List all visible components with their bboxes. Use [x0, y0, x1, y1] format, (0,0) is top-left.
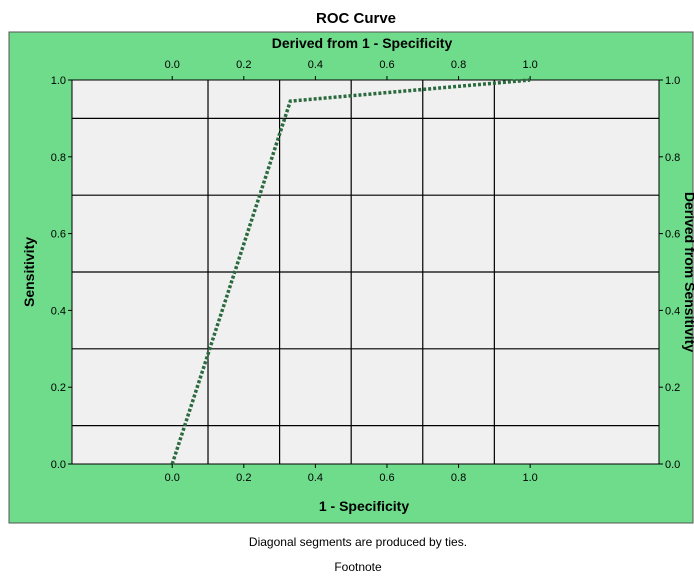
x-tick-label: 1.0: [522, 472, 537, 484]
y-tick-label: 0.6: [51, 229, 66, 241]
roc-curve-line: [170, 78, 531, 465]
x-tick-label: 0.2: [236, 472, 251, 484]
x-tick-label: 0.0: [165, 472, 180, 484]
right-axis-title: Derived from Sensitivity: [682, 192, 694, 352]
y-tick-label: 0.8: [51, 152, 66, 164]
footnote: Footnote: [334, 560, 382, 574]
y-tick-label: 0.4: [51, 305, 66, 317]
diagonal-note: Diagonal segments are produced by ties.: [249, 535, 467, 549]
x-tick-label: 0.4: [308, 472, 323, 484]
x-axis-title: 1 - Specificity: [319, 498, 409, 514]
right-tick-label: 0.2: [665, 382, 680, 394]
top-axis-title: Derived from 1 - Specificity: [272, 35, 453, 51]
right-tick-label: 1.0: [665, 75, 680, 87]
top-tick-label: 0.0: [165, 59, 180, 71]
right-tick-label: 0.4: [665, 305, 680, 317]
y-tick-label: 0.0: [51, 459, 66, 471]
gridlines: [72, 80, 659, 464]
x-tick-label: 0.6: [379, 472, 394, 484]
roc-series: [170, 78, 531, 465]
top-tick-label: 1.0: [522, 59, 537, 71]
top-tick-label: 0.2: [236, 59, 251, 71]
right-tick-label: 0.0: [665, 459, 680, 471]
top-tick-label: 0.6: [379, 59, 394, 71]
y-tick-label: 1.0: [51, 75, 66, 87]
top-tick-label: 0.8: [451, 59, 466, 71]
y-tick-label: 0.2: [51, 382, 66, 394]
right-tick-label: 0.8: [665, 152, 680, 164]
axis-ticks: 0.0 0.0 0.2 0.2 0.4 0.4 0.6 0.6 0.8 0.8 1.0 1.0 0.0 0…: [51, 59, 681, 484]
top-tick-label: 0.4: [308, 59, 323, 71]
y-axis-title: Sensitivity: [21, 237, 37, 307]
chart-title: ROC Curve: [316, 10, 396, 27]
right-tick-label: 0.6: [665, 229, 680, 241]
x-tick-label: 0.8: [451, 472, 466, 484]
